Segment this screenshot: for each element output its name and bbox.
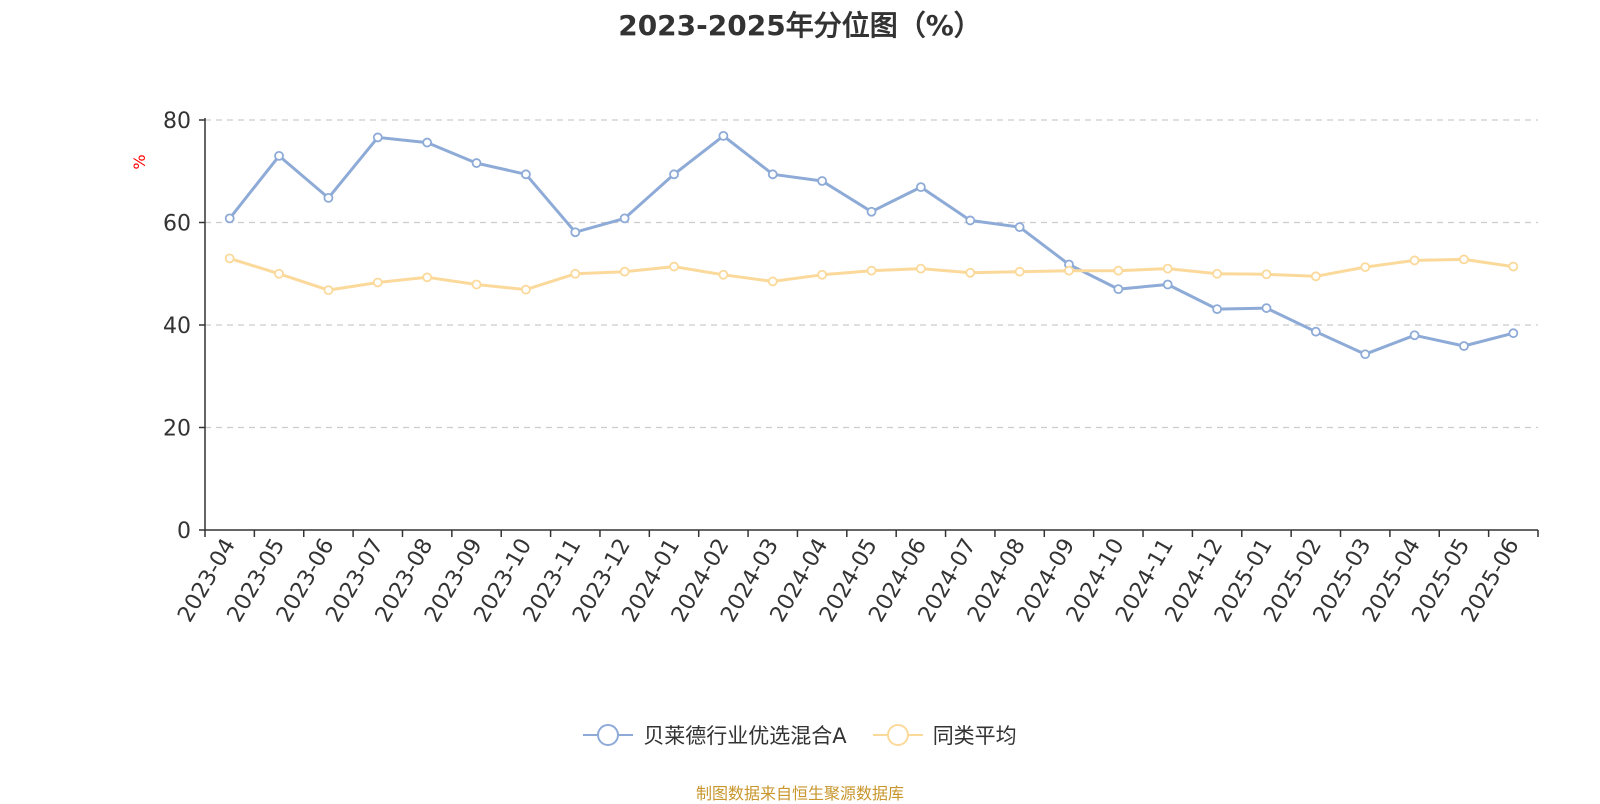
data-point-series-1: [1261, 269, 1272, 280]
data-point-series-0: [619, 213, 630, 224]
data-point-series-0: [323, 192, 334, 203]
legend: 贝莱德行业优选混合A 同类平均: [0, 720, 1600, 750]
data-point-series-0: [866, 206, 877, 217]
data-point-series-1: [274, 268, 284, 279]
data-point-series-1: [619, 266, 630, 277]
legend-marker-average: [872, 724, 923, 746]
axes: 0204060802023-042023-052023-062023-07202…: [163, 109, 1539, 627]
data-point-series-1: [372, 277, 383, 288]
data-point-series-0: [1014, 222, 1025, 233]
y-tick-label: 20: [163, 417, 191, 442]
data-point-series-1: [1360, 262, 1371, 272]
data-point-series-1: [323, 285, 334, 296]
y-axis-label: %: [130, 154, 149, 169]
data-point-series-1: [1409, 255, 1420, 266]
legend-item-fund[interactable]: 贝莱德行业优选混合A: [583, 720, 847, 750]
source-note: 制图数据来自恒生聚源数据库: [695, 784, 904, 803]
data-point-series-0: [669, 169, 679, 180]
data-point-series-1: [422, 272, 433, 283]
y-tick-label: 0: [177, 519, 191, 544]
data-point-series-0: [422, 137, 433, 148]
data-point-series-0: [471, 158, 482, 168]
data-point-series-1: [767, 276, 778, 287]
data-point-series-1: [965, 267, 976, 278]
data-point-series-0: [570, 227, 581, 238]
data-point-series-1: [224, 253, 235, 264]
data-point-series-1: [1064, 265, 1074, 276]
data-point-series-1: [1459, 254, 1469, 265]
data-point-series-1: [817, 269, 828, 280]
legend-marker-fund: [583, 724, 634, 746]
grid-lines: [205, 119, 1538, 429]
data-point-series-1: [866, 265, 877, 276]
data-point-series-1: [570, 268, 581, 279]
data-point-series-1: [1212, 268, 1222, 279]
y-tick-label: 80: [163, 109, 191, 134]
data-point-series-1: [669, 261, 679, 272]
data-point-series-0: [1113, 284, 1124, 295]
data-point-series-0: [1459, 341, 1469, 351]
data-point-series-0: [1360, 349, 1371, 360]
data-point-series-0: [1508, 328, 1519, 339]
y-tick-label: 40: [163, 314, 191, 339]
data-point-series-0: [521, 169, 531, 180]
data-point-series-0: [718, 130, 729, 141]
series-lines: [224, 130, 1519, 360]
data-point-series-0: [915, 182, 926, 193]
data-point-series-0: [1310, 326, 1321, 337]
data-point-series-0: [1162, 279, 1173, 290]
chart-title: 2023-2025年分位图（%）: [618, 9, 982, 42]
data-point-series-0: [965, 215, 976, 226]
data-point-series-1: [471, 279, 482, 290]
data-point-series-1: [521, 284, 531, 295]
legend-label-average: 同类平均: [932, 724, 1017, 748]
legend-label-fund: 贝莱德行业优选混合A: [643, 724, 847, 748]
data-point-series-0: [1409, 330, 1420, 341]
legend-item-average[interactable]: 同类平均: [872, 720, 1017, 750]
data-point-series-0: [1261, 303, 1272, 313]
data-point-series-0: [1212, 304, 1222, 315]
data-point-series-1: [718, 269, 729, 280]
data-point-series-1: [1508, 261, 1519, 272]
data-point-series-1: [1162, 263, 1173, 274]
data-point-series-1: [1310, 271, 1321, 282]
series-line-0: [228, 134, 1514, 356]
data-point-series-0: [817, 176, 828, 186]
data-point-series-1: [915, 263, 926, 274]
data-point-series-0: [767, 169, 778, 180]
data-point-series-0: [372, 132, 383, 143]
y-tick-label: 60: [163, 212, 191, 237]
data-point-series-0: [224, 213, 235, 224]
data-point-series-1: [1113, 265, 1124, 276]
data-point-series-0: [274, 150, 284, 161]
data-point-series-1: [1014, 266, 1025, 277]
